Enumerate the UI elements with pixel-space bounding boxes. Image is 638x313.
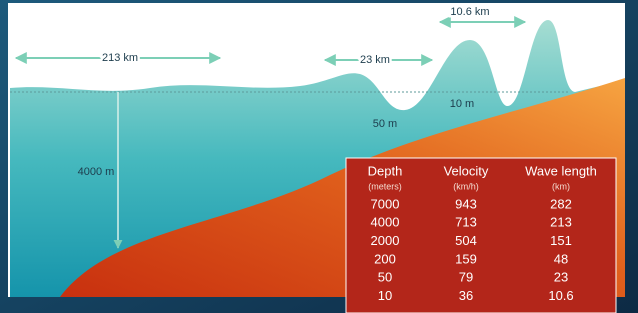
table-cell: 2000 bbox=[371, 233, 400, 248]
table-cell: 48 bbox=[554, 251, 568, 266]
table-cell: 943 bbox=[455, 196, 477, 211]
table-subheader: (km) bbox=[552, 181, 570, 191]
label: 10.6 km bbox=[450, 6, 489, 18]
label: 50 m bbox=[373, 118, 397, 130]
table-cell: 50 bbox=[378, 270, 392, 285]
table-cell: 36 bbox=[459, 288, 473, 303]
table-cell: 10 bbox=[378, 288, 392, 303]
table-subheader: (km/h) bbox=[453, 181, 479, 191]
table-cell: 713 bbox=[455, 215, 477, 230]
table-cell: 23 bbox=[554, 270, 568, 285]
label: 10 m bbox=[450, 98, 474, 110]
label: 4000 m bbox=[78, 166, 115, 178]
table-cell: 200 bbox=[374, 251, 396, 266]
table-subheader: (meters) bbox=[368, 181, 402, 191]
table-cell: 151 bbox=[550, 233, 572, 248]
table-cell: 79 bbox=[459, 270, 473, 285]
table-cell: 504 bbox=[455, 233, 477, 248]
table-cell: 282 bbox=[550, 196, 572, 211]
table-cell: 10.6 bbox=[548, 288, 573, 303]
table-cell: 4000 bbox=[371, 215, 400, 230]
table-header: Wave length bbox=[525, 163, 597, 178]
table-cell: 159 bbox=[455, 251, 477, 266]
table-header: Depth bbox=[368, 163, 403, 178]
label: 213 km bbox=[102, 52, 138, 64]
table-cell: 7000 bbox=[371, 196, 400, 211]
diagram: 213 km 23 km 10.6 km 4000 m 50 m 10 m Depth (me… bbox=[0, 0, 638, 313]
table-cell: 213 bbox=[550, 215, 572, 230]
table-header: Velocity bbox=[444, 163, 489, 178]
label: 23 km bbox=[360, 54, 390, 66]
